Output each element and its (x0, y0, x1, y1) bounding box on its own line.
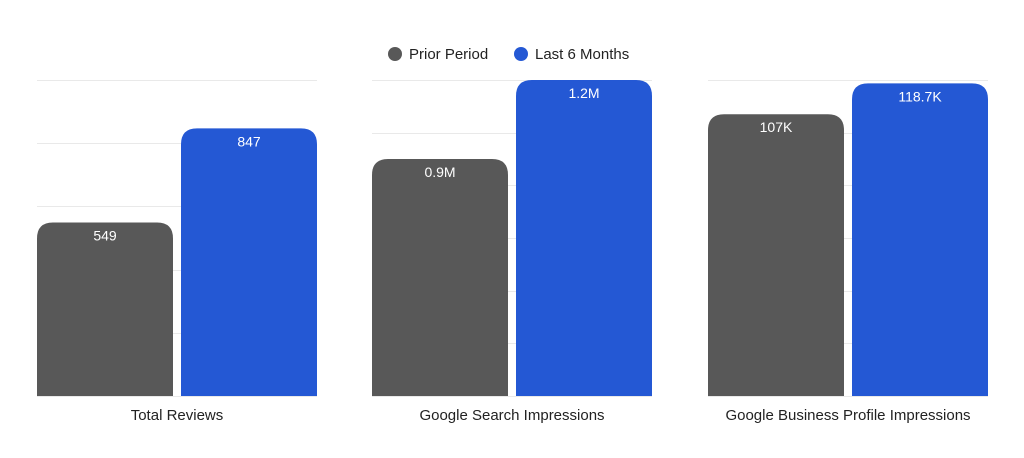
bars (37, 80, 988, 396)
data-label-google-business-profile-impressions-last-6-months: 118.7K (898, 88, 942, 104)
data-label-total-reviews-prior-period: 549 (93, 228, 117, 244)
labels: 549 847 Total Reviews 0.9M 1.2M Google Search… (93, 85, 970, 424)
bar-google-business-profile-impressions-prior-period (708, 114, 844, 396)
bar-google-search-impressions-prior-period (372, 159, 508, 396)
category-label-google-business-profile-impressions: Google Business Profile Impressions (725, 407, 970, 424)
bar-total-reviews-prior-period (37, 222, 173, 396)
legend-swatch-last-6-months (514, 47, 528, 61)
data-label-google-search-impressions-last-6-months: 1.2M (568, 85, 599, 101)
category-label-total-reviews: Total Reviews (131, 407, 224, 424)
bar-google-business-profile-impressions-last-6-months (852, 83, 988, 396)
bar-total-reviews-last-6-months (181, 128, 317, 396)
data-label-google-search-impressions-prior-period: 0.9M (424, 164, 455, 180)
gridlines (37, 80, 988, 397)
legend-label-prior-period: Prior Period (409, 46, 488, 63)
data-label-total-reviews-last-6-months: 847 (237, 133, 261, 149)
category-label-google-search-impressions: Google Search Impressions (419, 407, 604, 424)
legend-label-last-6-months: Last 6 Months (535, 46, 629, 63)
legend: Prior Period Last 6 Months (388, 46, 629, 63)
data-label-google-business-profile-impressions-prior-period: 107K (760, 119, 793, 135)
legend-swatch-prior-period (388, 47, 402, 61)
bar-google-search-impressions-last-6-months (516, 80, 652, 396)
